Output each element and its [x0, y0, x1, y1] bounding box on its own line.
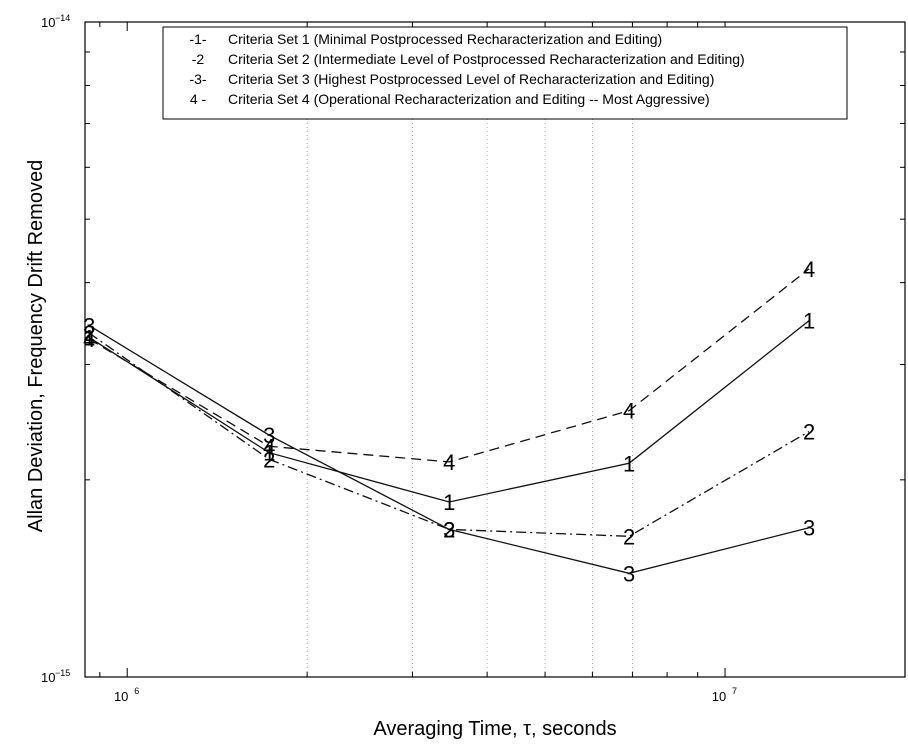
- x-tick-label: 10: [114, 689, 128, 704]
- data-point-marker: 3: [83, 314, 95, 339]
- y-tick-exponent: −14: [55, 13, 70, 23]
- series-4: 4 4 4 4 4: [83, 257, 815, 475]
- data-point-marker: 2: [803, 420, 815, 445]
- legend-marker: 4 -: [190, 91, 207, 107]
- y-axis-title: Allan Deviation, Frequency Drift Removed: [25, 160, 47, 532]
- x-tick-exponent: 6: [134, 686, 139, 696]
- data-point-marker: 1: [623, 451, 635, 476]
- data-point-marker: 3: [803, 516, 815, 541]
- y-tick-exponent: −15: [55, 668, 70, 678]
- series-line-3: [88, 325, 810, 574]
- x-axis-title: Averaging Time, τ, seconds: [373, 718, 616, 740]
- legend-label: Criteria Set 3 (Highest Postprocessed Le…: [228, 71, 714, 87]
- data-point-marker: 4: [803, 257, 815, 282]
- data-point-marker: 2: [263, 447, 275, 472]
- data-point-marker: 1: [803, 309, 815, 334]
- legend-label: Criteria Set 2 (Intermediate Level of Po…: [228, 51, 745, 67]
- legend-entries: -1- Criteria Set 1 (Minimal Postprocessed…: [189, 31, 744, 107]
- data-point-marker: 1: [443, 490, 455, 515]
- x-tick-exponent: 7: [732, 686, 737, 696]
- data-point-marker: 2: [623, 524, 635, 549]
- legend-label: Criteria Set 1 (Minimal Postprocessed Re…: [228, 31, 662, 47]
- y-tick-label: 10: [41, 670, 55, 685]
- data-point-marker: 1: [83, 325, 95, 350]
- data-point-marker: 4: [623, 399, 635, 424]
- series-line-2: [88, 332, 810, 537]
- data-point-marker: 4: [443, 450, 455, 475]
- data-point-marker: 4: [83, 327, 95, 352]
- legend: -1- Criteria Set 1 (Minimal Postprocessed…: [162, 26, 848, 120]
- legend-marker: -3-: [189, 71, 206, 87]
- data-point-marker: 3: [263, 423, 275, 448]
- grid-layer: [306, 23, 633, 676]
- series-2: 222 22: [83, 321, 815, 549]
- legend-label: Criteria Set 4 (Operational Recharacteri…: [228, 91, 710, 107]
- legend-box: [162, 26, 848, 120]
- x-tick-label: 10: [712, 689, 726, 704]
- series-line-1: [88, 320, 810, 503]
- data-point-marker: 3: [443, 517, 455, 542]
- y-tick-label: 10: [41, 15, 55, 30]
- legend-marker: -2: [192, 51, 205, 67]
- series-line-4: [88, 268, 810, 463]
- data-point-marker: 3: [623, 561, 635, 586]
- plot-frame: [84, 21, 906, 678]
- data-point-marker: 4: [263, 434, 275, 459]
- legend-marker: -1-: [189, 31, 206, 47]
- series-3: 3 3 3 3 3: [83, 314, 815, 587]
